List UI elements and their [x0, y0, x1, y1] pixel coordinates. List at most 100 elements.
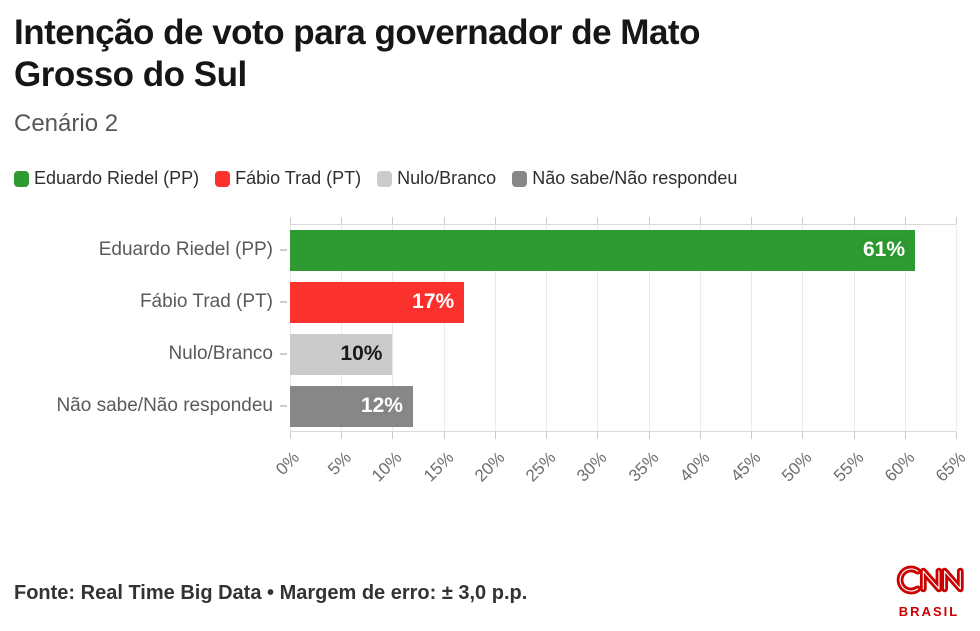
bar-category-label: Fábio Trad (PT) [14, 291, 290, 313]
x-axis-tick-label: 65% [931, 448, 970, 486]
bar: 17% [290, 281, 465, 323]
x-axis-labels: 0% 5% 10% 15% 20% 25% 30% 35% 40% 45% 50% 55% 60% 65% [273, 439, 970, 495]
bar-category-label: Eduardo Riedel (PP) [14, 239, 290, 261]
x-axis-tick-label: 45% [726, 448, 765, 486]
gridline [290, 225, 291, 431]
cnn-brasil-label: BRASIL [898, 604, 960, 619]
bar-track: 12% [290, 385, 956, 427]
axis-tick [494, 432, 496, 439]
legend-item: Nulo/Branco [377, 168, 496, 189]
axis-tick [802, 432, 804, 439]
legend-label: Não sabe/Não respondeu [532, 168, 738, 188]
gridline [546, 225, 548, 431]
axis-tick [699, 432, 701, 439]
axis-tick [648, 432, 650, 439]
axis-tick [290, 217, 291, 224]
x-axis-tick-label: 35% [624, 448, 663, 486]
gridline [802, 225, 804, 431]
gridline [597, 225, 599, 431]
legend-swatch [512, 170, 528, 187]
gridline [648, 225, 650, 431]
legend-label: Nulo/Branco [397, 168, 497, 188]
bar-chart: Eduardo Riedel (PP) 61% Fábio Trad (PT) 17%… [14, 217, 970, 495]
gridline [341, 225, 343, 431]
axis-tick [546, 217, 548, 224]
bar-row: Fábio Trad (PT) 17% [14, 276, 956, 328]
page-title-line2: Grosso do Sul [14, 55, 247, 94]
bar-row: Não sabe/Não respondeu 12% [14, 380, 956, 432]
axis-tick [751, 217, 753, 224]
x-axis-tick-label: 30% [573, 448, 611, 486]
category-tick-mark [280, 352, 287, 355]
category-tick-mark [280, 300, 287, 303]
axis-tick [853, 217, 855, 224]
bar-track: 10% [290, 333, 956, 375]
legend-item: Não sabe/Não respondeu [512, 168, 737, 189]
cnn-logo-icon [896, 565, 964, 595]
legend-item: Eduardo Riedel (PP) [14, 168, 199, 189]
axis-tick [904, 432, 906, 439]
bar-value-label: 12% [360, 394, 403, 417]
gridline [443, 225, 445, 431]
axis-tick [341, 432, 343, 439]
x-axis-bottom-ticks [290, 432, 957, 439]
x-axis-tick-label: 15% [419, 448, 458, 486]
axis-tick [392, 217, 394, 224]
legend-item: Fábio Trad (PT) [215, 168, 361, 189]
x-axis-tick-label: 20% [470, 448, 509, 486]
axis-tick [648, 217, 650, 224]
axis-tick [290, 432, 291, 439]
axis-tick [802, 217, 804, 224]
gridline [751, 225, 753, 431]
axis-tick [494, 217, 496, 224]
gridline [853, 225, 855, 431]
legend-label: Eduardo Riedel (PP) [34, 168, 200, 188]
x-axis-tick-label: 5% [323, 448, 355, 479]
axis-tick [392, 432, 394, 439]
x-axis-tick-label: 60% [880, 448, 919, 486]
plot-area: Eduardo Riedel (PP) 61% Fábio Trad (PT) 17%… [14, 224, 966, 432]
axis-tick [443, 217, 445, 224]
x-axis-tick-label: 10% [368, 448, 406, 486]
x-axis-tick-label: 50% [778, 448, 816, 486]
x-axis-top-ticks [290, 217, 957, 224]
gridline [494, 225, 496, 431]
bar-row: Eduardo Riedel (PP) 61% [14, 224, 956, 276]
axis-tick [597, 217, 599, 224]
axis-tick [341, 217, 343, 224]
bar-value-label: 10% [340, 342, 383, 365]
category-tick-mark [280, 248, 287, 251]
cnn-brasil-logo: BRASIL [892, 557, 966, 619]
axis-tick [956, 432, 957, 439]
page-title: Intenção de voto para governador de Mato… [14, 12, 966, 96]
axis-tick [546, 432, 548, 439]
bar-track: 17% [290, 281, 956, 323]
legend-swatch [14, 170, 29, 187]
source-text: Fonte: Real Time Big Data • Margem de er… [14, 582, 528, 604]
footer: Fonte: Real Time Big Data • Margem de er… [14, 557, 966, 619]
bar: 61% [290, 229, 915, 271]
legend-swatch [377, 170, 393, 187]
bar-value-label: 17% [412, 290, 455, 313]
gridline [956, 225, 957, 431]
x-axis-tick-label: 55% [829, 448, 867, 486]
x-axis-tick-label: 0% [272, 448, 304, 479]
bar-category-label: Não sabe/Não respondeu [14, 395, 290, 417]
gridline [699, 225, 701, 431]
axis-tick [443, 432, 445, 439]
category-tick-mark [280, 404, 287, 407]
axis-tick [699, 217, 701, 224]
gridline [392, 225, 394, 431]
axis-tick [597, 432, 599, 439]
axis-tick [904, 217, 906, 224]
bar-rows: Eduardo Riedel (PP) 61% Fábio Trad (PT) 17%… [14, 224, 956, 432]
grid-layer [290, 224, 957, 432]
bar-track: 61% [290, 229, 956, 271]
axis-tick [853, 432, 855, 439]
axis-tick [956, 217, 957, 224]
legend-label: Fábio Trad (PT) [235, 168, 362, 188]
axis-tick [751, 432, 753, 439]
legend-swatch [215, 170, 231, 187]
x-axis-tick-label: 40% [675, 448, 714, 486]
